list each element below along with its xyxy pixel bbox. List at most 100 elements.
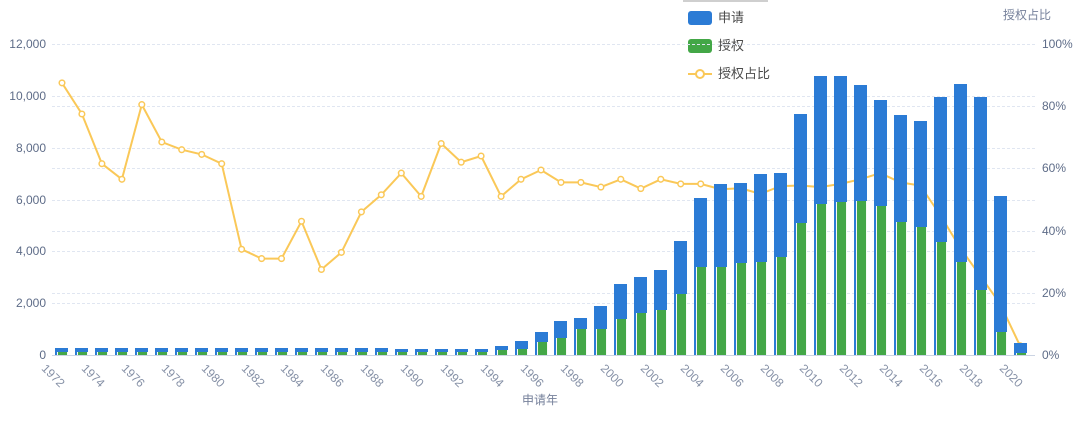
- y-left-tick-label: 12,000: [9, 37, 46, 51]
- right-axis-title: 授权占比: [1003, 8, 1052, 22]
- ratio-line-marker: [477, 152, 485, 160]
- ratio-line-marker: [357, 208, 365, 216]
- bar-grants: [416, 352, 428, 355]
- x-tick-label: 1982: [238, 361, 268, 391]
- x-tick-label: 2010: [797, 361, 827, 391]
- ratio-line-marker: [218, 160, 226, 168]
- bar-applications: [374, 348, 388, 355]
- bar-applications: [155, 348, 169, 355]
- bar-grants: [616, 319, 628, 355]
- bar-applications: [215, 348, 229, 355]
- legend: 申请 授权 授权占比: [688, 8, 770, 92]
- bar-grants: [636, 312, 648, 355]
- bar-applications: [354, 348, 368, 355]
- bar-grants: [716, 266, 728, 355]
- x-tick-label: 1984: [278, 361, 308, 391]
- ratio-line-marker: [517, 175, 525, 183]
- x-axis-baseline: [52, 355, 1035, 356]
- bar-applications: [135, 348, 149, 355]
- bar-grants: [436, 352, 448, 355]
- bar-grants: [656, 309, 668, 355]
- bar-grants: [157, 351, 169, 355]
- bar-grants: [336, 351, 348, 355]
- x-tick-label: 2018: [956, 361, 986, 391]
- bar-grants: [77, 351, 89, 355]
- x-tick-label: 1974: [78, 361, 108, 391]
- y-right-tick-label: 20%: [1042, 285, 1067, 300]
- bar-grants: [676, 294, 688, 355]
- ratio-line-marker: [118, 175, 126, 183]
- x-tick-label: 1980: [198, 361, 228, 391]
- bar-grants: [217, 351, 229, 355]
- y-left-tick-label: 10,000: [9, 88, 46, 103]
- application-bar-swatch-icon: [688, 11, 712, 25]
- bar-grants: [855, 200, 867, 355]
- bar-grants: [376, 351, 388, 355]
- ratio-line-marker: [277, 255, 286, 263]
- gridline-right-axis: [52, 44, 1035, 45]
- bar-grants: [356, 351, 368, 355]
- gridline-right-axis: [52, 292, 1035, 294]
- ratio-line-marker: [617, 175, 625, 183]
- x-tick-label: 2008: [757, 361, 787, 391]
- bar-grants: [895, 222, 907, 355]
- x-axis-title: 申请年: [522, 393, 559, 407]
- x-tick-label: 1992: [437, 361, 467, 391]
- bar-grants: [975, 289, 987, 355]
- ratio-line-marker: [597, 183, 605, 191]
- bar-applications: [95, 348, 109, 355]
- bar-grants: [875, 205, 887, 355]
- bar-applications: [334, 348, 348, 355]
- y-right-tick-label: 100%: [1042, 37, 1073, 51]
- y-right-tick-label: 60%: [1042, 161, 1067, 176]
- x-tick-label: 2006: [717, 361, 747, 391]
- bar-grants: [296, 351, 308, 355]
- ratio-line-marker: [637, 185, 645, 193]
- bar-grants: [835, 201, 847, 355]
- ratio-line-marker: [158, 138, 166, 146]
- ratio-line-marker: [417, 192, 425, 200]
- x-tick-label: 1994: [477, 361, 507, 391]
- bar-applications: [314, 348, 328, 355]
- gridline-left-axis: [52, 251, 1035, 253]
- x-tick-label: 1976: [118, 361, 148, 391]
- gridline-left-axis: [52, 95, 1035, 97]
- ratio-line-marker: [198, 150, 206, 158]
- x-tick-label: 1990: [398, 361, 427, 391]
- bar-grants: [316, 351, 328, 355]
- bar-grants: [995, 331, 1007, 355]
- legend-item-applications[interactable]: 申请: [688, 8, 770, 28]
- bar-applications: [275, 348, 289, 355]
- gridline-right-axis: [52, 168, 1035, 170]
- y-left-tick-label: 6,000: [15, 192, 46, 207]
- ratio-line-marker: [437, 139, 445, 148]
- x-tick-label: 2020: [996, 361, 1026, 391]
- bar-applications: [474, 348, 488, 355]
- bar-grants: [97, 351, 109, 355]
- gridline-left-axis: [52, 303, 1035, 305]
- y-left-tick-label: 4,000: [15, 244, 46, 259]
- y-right-tick-label: 0%: [1042, 348, 1060, 362]
- x-tick-label: 1988: [358, 361, 387, 391]
- ratio-line-marker: [377, 191, 385, 199]
- bar-grants: [476, 351, 488, 355]
- ratio-line-marker: [457, 158, 465, 166]
- x-tick-label: 1996: [517, 361, 547, 391]
- screen-edge-artifact: [683, 0, 768, 2]
- legend-item-grants[interactable]: 授权: [688, 36, 770, 56]
- x-tick-label: 2000: [597, 361, 627, 391]
- gridline-left-axis: [52, 147, 1035, 149]
- legend-item-grant-ratio[interactable]: 授权占比: [688, 64, 770, 84]
- bar-grants: [915, 226, 927, 355]
- bar-grants: [955, 262, 967, 355]
- bar-grants: [776, 256, 787, 355]
- x-tick-label: 1998: [557, 361, 587, 391]
- bar-grants: [576, 329, 588, 355]
- bar-grants: [277, 351, 289, 355]
- ratio-line-marker: [397, 169, 405, 177]
- bar-applications: [294, 348, 308, 355]
- bar-applications: [434, 348, 448, 355]
- x-tick-label: 2014: [877, 361, 906, 391]
- bar-applications: [195, 348, 209, 355]
- ratio-line-marker: [78, 110, 86, 118]
